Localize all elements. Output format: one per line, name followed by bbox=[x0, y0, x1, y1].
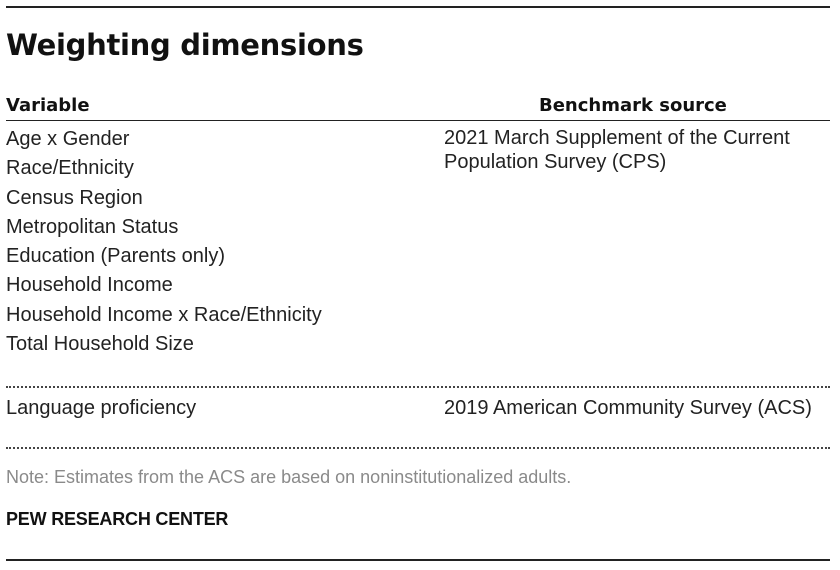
footnote: Note: Estimates from the ACS are based o… bbox=[6, 467, 572, 487]
variable-list-group-1: Age x Gender Race/Ethnicity Census Regio… bbox=[6, 125, 322, 359]
page-title: Weighting dimensions bbox=[6, 28, 364, 62]
source-credit: PEW RESEARCH CENTER bbox=[6, 509, 229, 529]
variable-item: Household Income bbox=[6, 274, 173, 297]
variable-item: Race/Ethnicity bbox=[6, 157, 134, 180]
dotted-divider bbox=[6, 447, 830, 449]
column-header-variable: Variable bbox=[6, 95, 90, 116]
benchmark-source-acs: 2019 American Community Survey (ACS) bbox=[444, 397, 812, 419]
variable-item: Household Income x Race/Ethnicity bbox=[6, 303, 322, 326]
column-header-benchmark-source: Benchmark source bbox=[539, 95, 727, 116]
variable-item: Age x Gender bbox=[6, 128, 130, 150]
variable-item: Education (Parents only) bbox=[6, 245, 226, 268]
dotted-divider bbox=[6, 386, 830, 388]
variable-item: Total Household Size bbox=[6, 333, 194, 356]
variable-item-language-proficiency: Language proficiency bbox=[6, 397, 197, 419]
header-rule bbox=[6, 120, 830, 121]
variable-item: Census Region bbox=[6, 186, 143, 209]
benchmark-source-cps: 2021 March Supplement of the Current Pop… bbox=[444, 127, 790, 173]
variable-item: Metropolitan Status bbox=[6, 215, 179, 238]
top-rule bbox=[6, 6, 830, 8]
bottom-rule bbox=[6, 559, 830, 561]
